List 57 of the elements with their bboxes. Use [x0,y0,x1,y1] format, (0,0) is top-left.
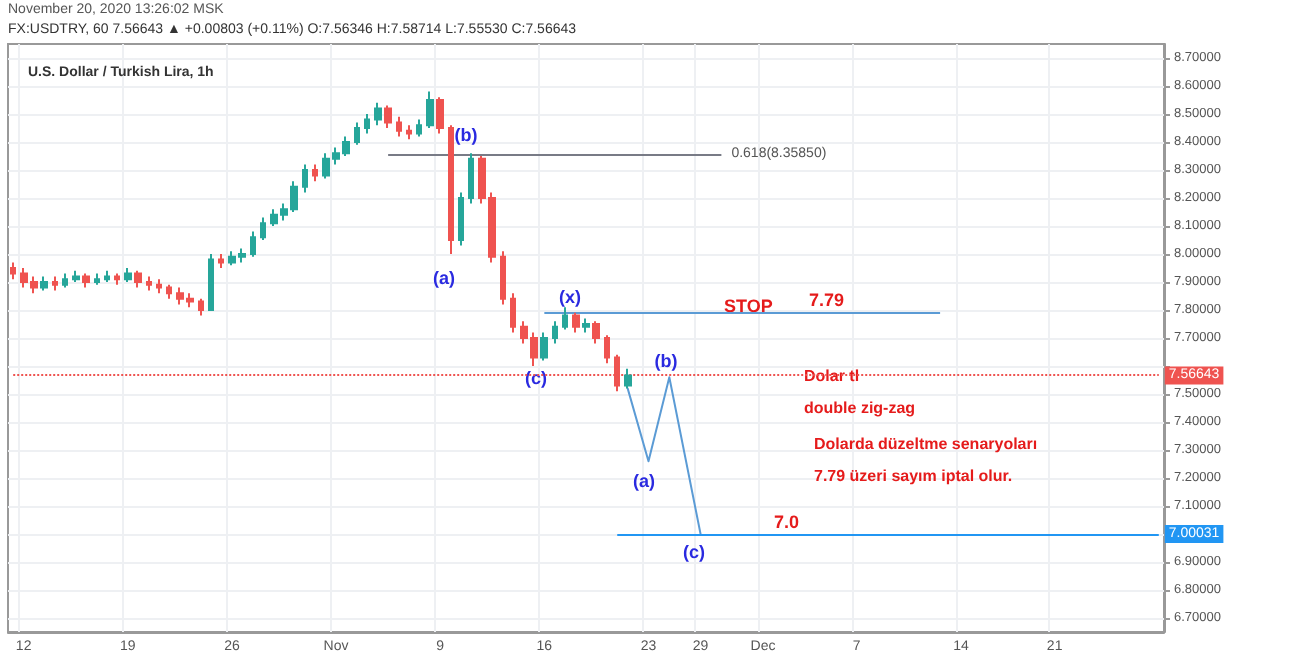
candlestick [396,115,402,138]
candlestick [384,104,392,129]
candlestick [624,367,632,390]
annotation: (a) [633,471,655,492]
candlestick [582,317,590,334]
annotation: double zig-zag [804,399,916,417]
candlestick [260,216,266,241]
candlestick [302,163,308,194]
annotation: (b) [654,351,678,372]
candlestick [218,253,224,269]
candlestick [208,253,214,311]
candlestick [416,118,422,138]
candlestick [364,113,370,135]
candlestick [436,96,444,135]
candlestick [604,334,610,365]
line-series [626,376,702,535]
candlestick [312,163,318,183]
annotation: (b) [454,125,478,146]
annotation: STOP [724,296,773,316]
annotation: (c) [683,542,705,562]
candlestick [52,275,58,292]
annotation: Dolarda düzeltme senaryoları [814,435,1038,453]
annotation: (c) [525,368,547,388]
annotation: (x) [559,287,581,308]
candlestick [540,331,548,362]
candlestick [250,230,256,258]
candlestick [198,297,204,317]
candlestick [62,272,68,289]
candlestick [124,267,132,283]
candlestick [458,191,464,247]
ref-line-label: 7.79 [809,289,845,310]
candlestick [156,278,162,295]
candlestick [468,152,474,205]
candlestick [510,292,516,334]
candlestick [72,269,80,283]
candlestick [104,269,110,283]
candlestick [562,306,568,331]
candlestick [134,269,142,289]
candlestick [40,275,48,292]
candlestick [426,90,434,129]
annotation: 7.79 üzeri sayım iptal olur. [814,467,1013,485]
candlestick [166,283,172,300]
candlestick [114,272,120,286]
candlestick [354,121,360,146]
annotation: (a) [433,268,455,288]
candlestick [406,124,412,141]
candlestick [94,272,100,286]
annotation: 7.0 [774,512,800,532]
candlestick [552,320,558,345]
candlestick [448,124,454,255]
candlestick [592,320,600,345]
candlestick [572,311,580,334]
candlestick [82,272,90,289]
candlestick [374,101,382,127]
candlestick [500,250,506,306]
candlestick [10,261,16,281]
candlestick [146,275,152,292]
